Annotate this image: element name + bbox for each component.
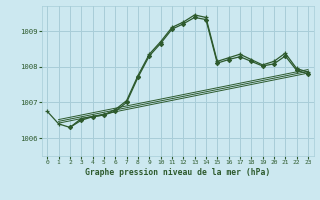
X-axis label: Graphe pression niveau de la mer (hPa): Graphe pression niveau de la mer (hPa) — [85, 168, 270, 177]
